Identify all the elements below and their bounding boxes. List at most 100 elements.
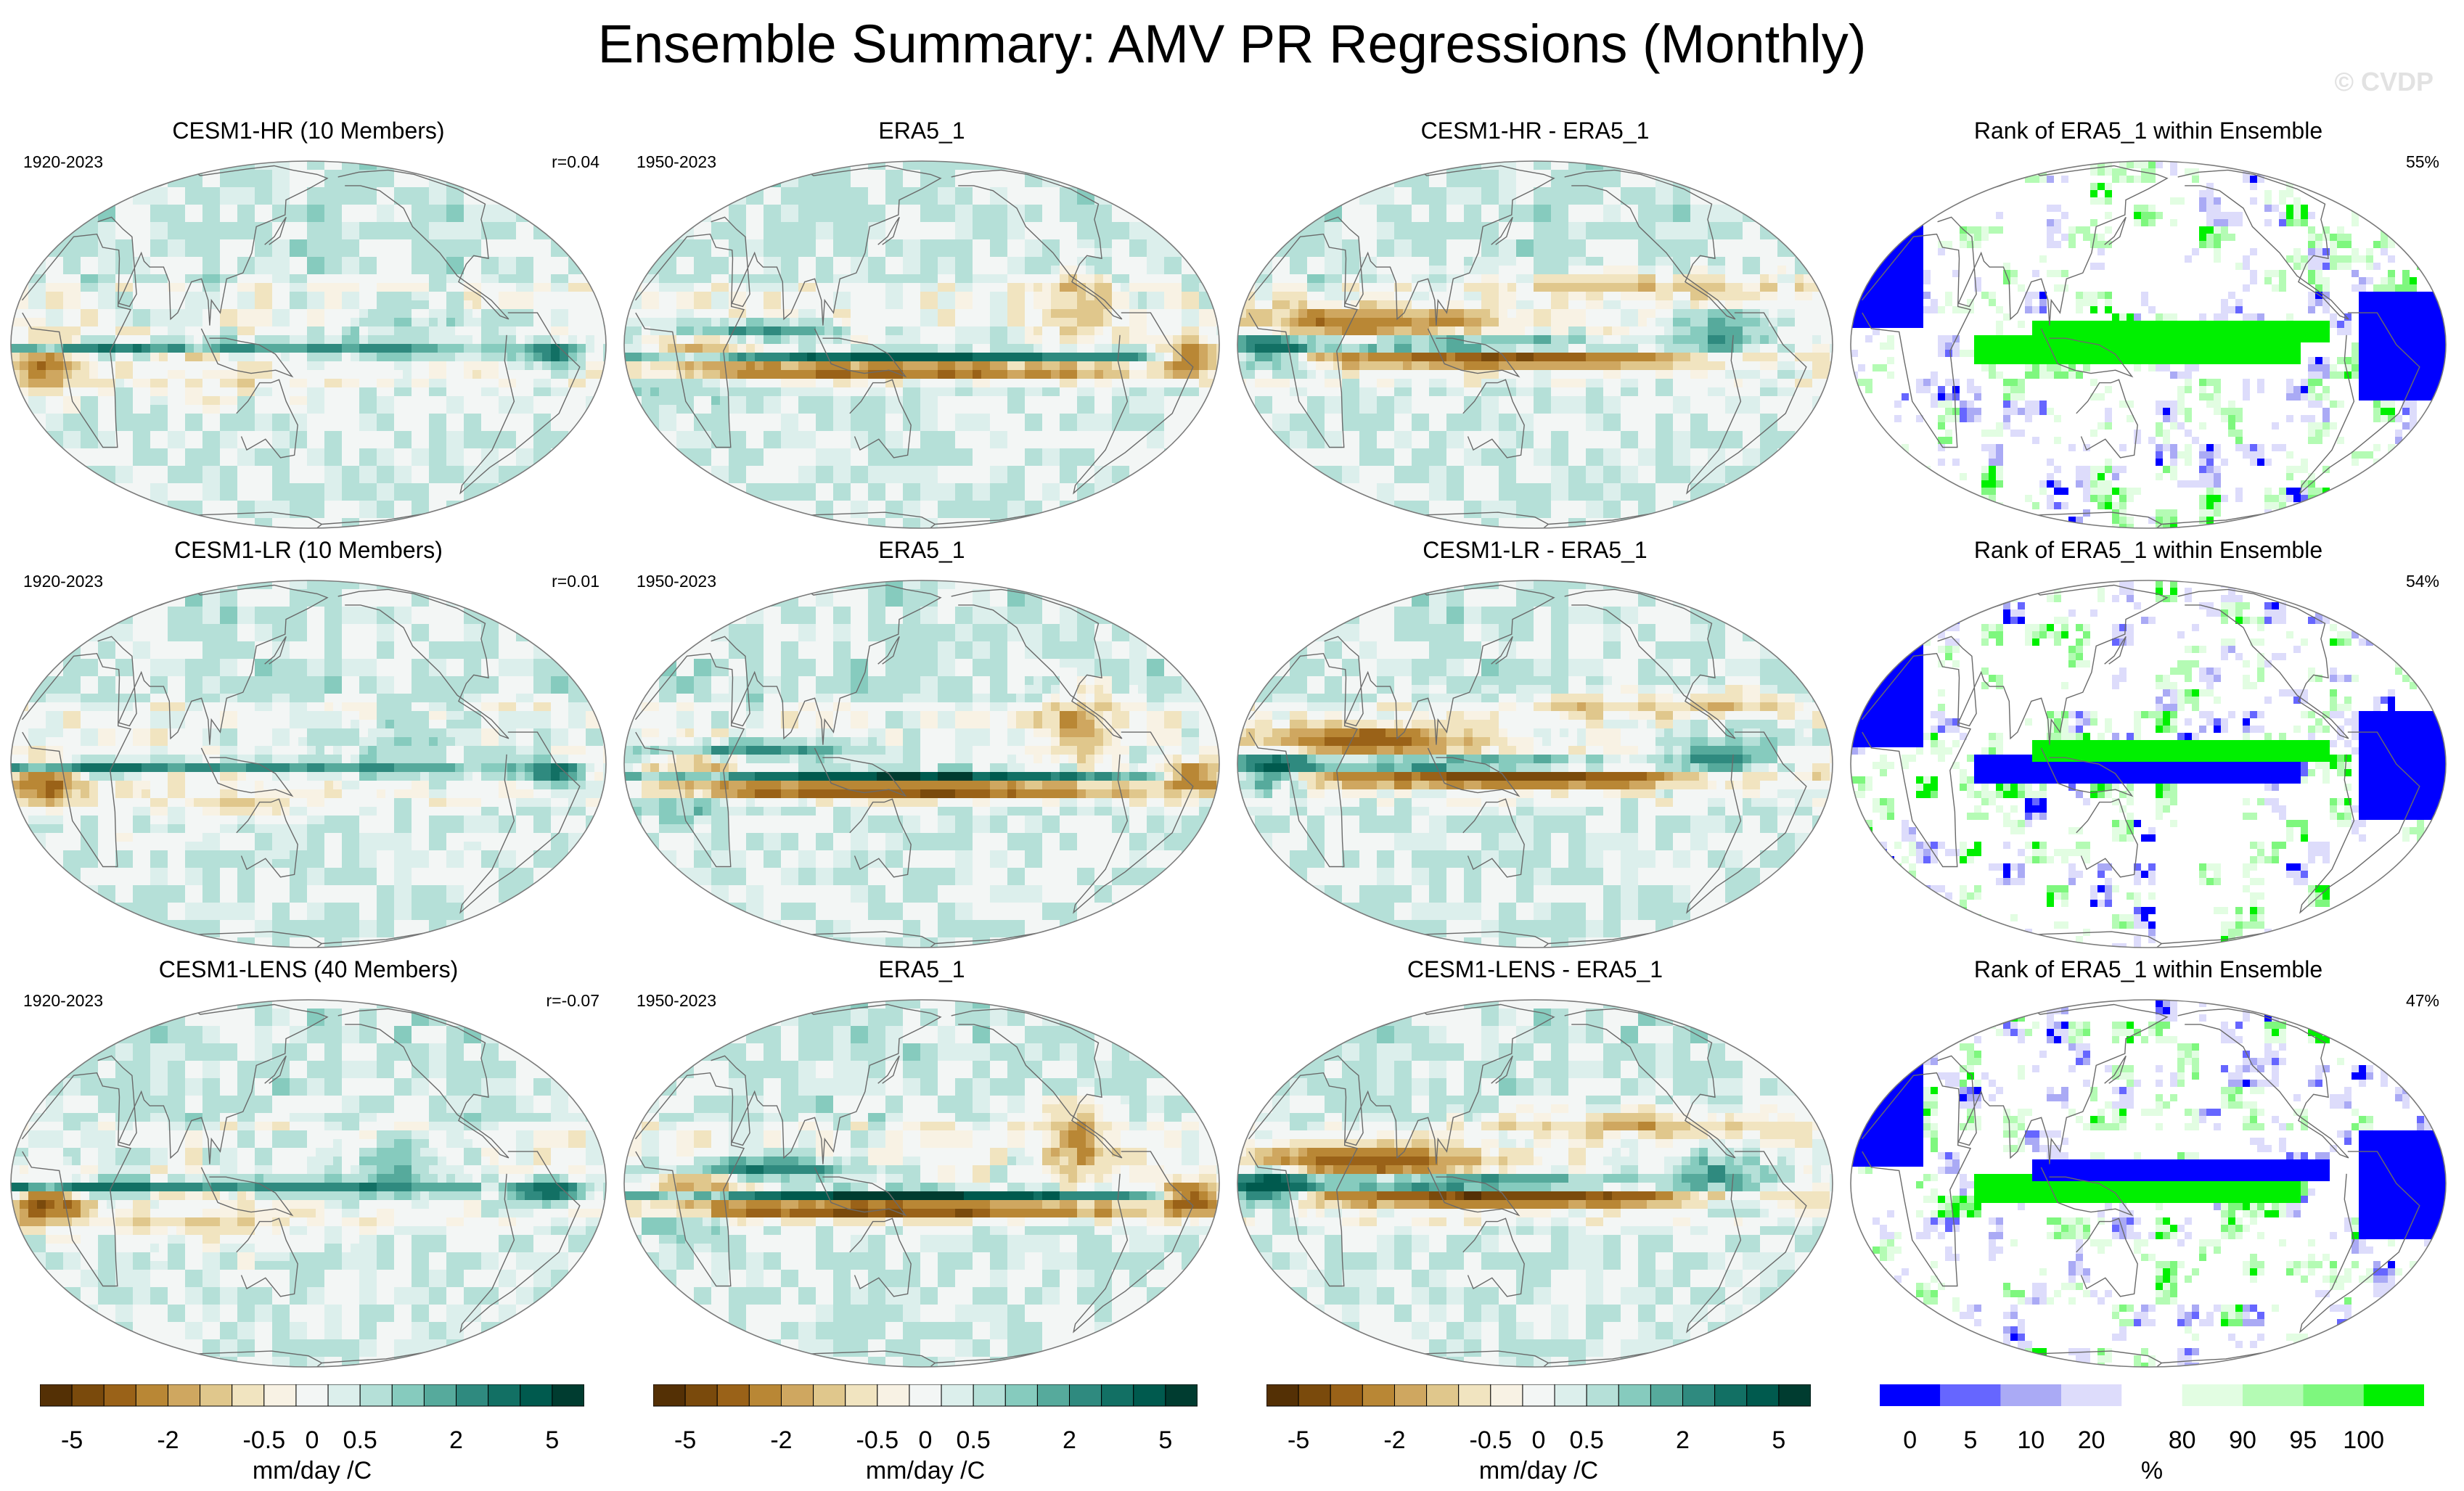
map-field	[1237, 1000, 1833, 1367]
coastline	[814, 1167, 907, 1217]
coastline	[1427, 747, 1520, 797]
colorbar-tick-label: 100	[2343, 1426, 2384, 1455]
coastline	[1293, 165, 1555, 326]
map-border	[623, 160, 1220, 529]
colorbar-swatch	[1490, 1384, 1523, 1407]
coastline	[2299, 1151, 2420, 1334]
coastline	[21, 233, 132, 448]
colorbar-tick-label: 0.5	[957, 1426, 991, 1455]
coastline	[877, 636, 900, 665]
map-field	[624, 161, 1219, 528]
map-field	[1851, 580, 2446, 948]
map-border	[623, 999, 1220, 1368]
map-border	[1850, 160, 2447, 529]
panel-title: CESM1-LENS - ERA5_1	[1234, 956, 1836, 983]
map-border	[1850, 999, 2447, 1368]
coastline	[1293, 1003, 1555, 1165]
colorbar-tick-label: -5	[1288, 1426, 1309, 1455]
colorbar-tick-label: -5	[674, 1426, 696, 1455]
colorbar-swatch	[1165, 1384, 1198, 1407]
coastline	[1906, 165, 2169, 326]
panel-rank-row1: Rank of ERA5_1 within Ensemble 55%	[1847, 118, 2449, 535]
colorbar-swatch	[1458, 1384, 1491, 1407]
coastline	[21, 652, 132, 868]
coastline	[679, 1003, 942, 1165]
panel-title: CESM1-LR - ERA5_1	[1234, 537, 1836, 564]
colorbar-swatch	[813, 1384, 846, 1407]
coastline	[814, 747, 907, 797]
colorbar-swatch	[1069, 1384, 1102, 1407]
colorbar-swatch	[103, 1384, 136, 1407]
coastline	[236, 798, 298, 878]
coastline	[877, 1055, 900, 1084]
coastline	[337, 169, 509, 320]
panel-difference-row1: CESM1-HR - ERA5_1	[1234, 118, 1836, 535]
coastline	[1906, 1003, 2169, 1165]
colorbar-tick-label: 5	[1964, 1426, 1978, 1455]
coastline	[1861, 1072, 1972, 1287]
colorbar-unit: mm/day /C	[40, 1457, 584, 1485]
panel-rank-row2: Rank of ERA5_1 within Ensemble 54%	[1847, 537, 2449, 954]
coastline	[2177, 169, 2349, 320]
panel-period: 1950-2023	[637, 572, 716, 591]
colorbar-swatch	[845, 1384, 878, 1407]
colorbar-tick-label: -0.5	[856, 1426, 899, 1455]
colorbar-swatch	[1522, 1384, 1555, 1407]
coastline	[1564, 169, 1736, 320]
watermark: © CVDP	[2334, 67, 2434, 97]
colorbar-swatch	[1554, 1384, 1587, 1407]
colorbar-unit: mm/day /C	[653, 1457, 1198, 1485]
panel-title: ERA5_1	[621, 537, 1223, 564]
colorbar-tick-label: 0	[306, 1426, 319, 1455]
colorbar-swatch	[2243, 1384, 2304, 1406]
coastline	[1861, 652, 1972, 868]
map-border	[1237, 160, 1833, 529]
coastlines	[634, 1001, 1194, 1367]
colorbar-tick-label: -2	[770, 1426, 792, 1455]
coastline	[2299, 731, 2420, 914]
coastline	[849, 1217, 912, 1297]
panel-title: Rank of ERA5_1 within Ensemble	[1847, 956, 2449, 983]
map-field	[624, 580, 1219, 948]
map-border	[623, 580, 1220, 948]
coastline	[2040, 747, 2134, 797]
difference-map	[1237, 999, 1833, 1368]
figure-title: Ensemble Summary: AMV PR Regressions (Mo…	[0, 13, 2464, 75]
coastline	[1427, 1167, 1520, 1217]
colorbar-tick-label: 0	[1903, 1426, 1917, 1455]
panel-title: CESM1-LENS (40 Members)	[7, 956, 610, 983]
colorbar-swatches	[40, 1384, 584, 1407]
coastline	[337, 1008, 509, 1159]
regression-map	[623, 999, 1220, 1368]
coastline	[1686, 1151, 1807, 1334]
colorbar-tick-label: 80	[2169, 1426, 2196, 1455]
coastline	[1073, 1151, 1194, 1334]
coastline	[951, 588, 1123, 739]
coastline	[264, 216, 287, 245]
colorbar-unit: mm/day /C	[1266, 1457, 1811, 1485]
colorbar-swatch	[2061, 1384, 2122, 1406]
colorbar-swatch	[1036, 1384, 1071, 1407]
coastline	[66, 584, 329, 745]
colorbar-swatch	[263, 1384, 297, 1407]
map-field	[11, 1000, 606, 1367]
colorbar-swatch	[2363, 1384, 2424, 1406]
map-field	[1851, 1000, 2446, 1367]
coastline	[1073, 312, 1194, 495]
panel-ensemble-mean-row2: CESM1-LR (10 Members) 1920-2023 r=0.01	[7, 537, 610, 954]
coastline	[1491, 636, 1513, 665]
colorbar-swatch	[909, 1384, 942, 1407]
coastline	[236, 1217, 298, 1297]
coastline	[814, 328, 907, 378]
panel-period: 1920-2023	[23, 572, 103, 591]
panel-correlation: r=-0.07	[546, 991, 599, 1011]
colorbar-swatch	[716, 1384, 750, 1407]
colorbar-swatch	[1426, 1384, 1460, 1407]
panel-title: Rank of ERA5_1 within Ensemble	[1847, 118, 2449, 144]
colorbar-ensemble: -5 -2 -0.5 0 0.5 2 5 mm/day /C	[40, 1384, 584, 1486]
colorbar-swatch	[780, 1384, 814, 1407]
colorbar-tick-label: -5	[61, 1426, 83, 1455]
colorbar-swatch	[684, 1384, 718, 1407]
panel-period: 1920-2023	[23, 152, 103, 172]
colorbar-swatch	[1330, 1384, 1363, 1407]
